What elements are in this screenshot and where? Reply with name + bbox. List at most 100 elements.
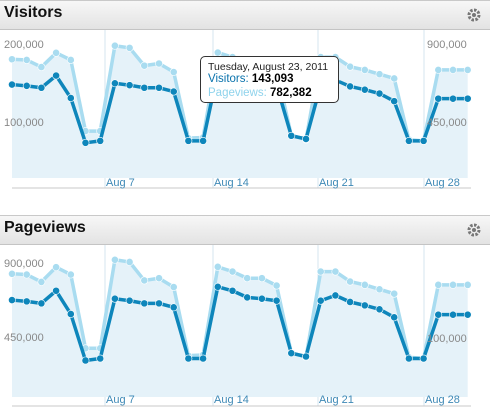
visitors-point bbox=[22, 297, 31, 306]
pageviews-point bbox=[111, 41, 119, 50]
pageviews-point bbox=[169, 283, 178, 291]
pageviews-point bbox=[449, 280, 457, 289]
gear-icon[interactable] bbox=[464, 5, 484, 25]
pageviews-chart[interactable]: 900,000 450,000 100,000 Aug 7 Aug 14 Aug 21 Au… bbox=[0, 245, 490, 407]
pageviews-point bbox=[169, 68, 178, 76]
visitors-point bbox=[199, 136, 207, 145]
visitors-point bbox=[419, 136, 428, 145]
pageviews-point bbox=[155, 274, 163, 283]
visitors-point bbox=[449, 310, 457, 319]
visitors-point bbox=[184, 136, 193, 145]
pageviews-point bbox=[463, 280, 472, 289]
visitors-point bbox=[316, 296, 325, 305]
tooltip-pageviews-value: 782,382 bbox=[270, 87, 312, 99]
y-left-tick-label: 100,000 bbox=[4, 117, 44, 129]
pageviews-point bbox=[8, 55, 16, 64]
tooltip-visitors-row: Visitors: 143,093 bbox=[208, 73, 293, 85]
visitors-point bbox=[257, 294, 266, 303]
visitors-point bbox=[228, 286, 237, 295]
y-left-tick-label: 900,000 bbox=[4, 258, 44, 270]
pageviews-point bbox=[346, 277, 354, 286]
pageviews-point bbox=[52, 263, 60, 272]
visitors-point bbox=[66, 310, 75, 318]
pageviews-point bbox=[8, 269, 16, 278]
x-tick-label: Aug 14 bbox=[214, 177, 249, 189]
pageviews-point bbox=[375, 285, 384, 294]
visitors-point bbox=[37, 83, 46, 92]
visitors-point bbox=[449, 94, 457, 103]
visitors-point bbox=[125, 296, 134, 305]
visitors-point bbox=[287, 131, 296, 140]
visitors-point bbox=[404, 354, 413, 363]
visitors-point bbox=[96, 136, 105, 145]
tooltip-date: Tuesday, August 23, 2011 bbox=[208, 61, 329, 73]
visitors-point bbox=[155, 83, 163, 92]
visitors-point bbox=[434, 310, 443, 319]
visitors-point bbox=[419, 354, 428, 363]
visitors-point bbox=[184, 354, 193, 363]
visitors-point bbox=[302, 352, 310, 361]
pageviews-panel-header: Pageviews bbox=[0, 215, 490, 245]
visitors-point bbox=[375, 89, 384, 98]
pageviews-point bbox=[37, 63, 46, 71]
gear-icon[interactable] bbox=[464, 220, 484, 240]
series-area bbox=[12, 45, 468, 178]
pageviews-point bbox=[316, 267, 325, 276]
visitors-point bbox=[404, 136, 413, 145]
pageviews-point bbox=[52, 48, 60, 57]
pageviews-point bbox=[449, 66, 457, 74]
x-tick-label: Aug 7 bbox=[106, 177, 135, 189]
pageviews-point bbox=[37, 278, 46, 286]
visitors-point bbox=[346, 298, 354, 306]
pageviews-point bbox=[66, 56, 75, 64]
visitors-point bbox=[8, 80, 16, 89]
tooltip-pageviews-label: Pageviews: bbox=[208, 87, 267, 99]
visitors-point bbox=[375, 305, 384, 314]
pageviews-point bbox=[434, 66, 443, 74]
pageviews-point bbox=[140, 276, 149, 285]
series-area bbox=[12, 259, 468, 397]
pageviews-point bbox=[360, 280, 369, 289]
x-tick-label: Aug 7 bbox=[106, 394, 135, 406]
visitors-chart[interactable]: 200,000 100,000 900,000 450,000 Aug 7 Aug 14 A… bbox=[0, 30, 490, 195]
x-tick-label: Aug 28 bbox=[425, 177, 460, 189]
panel-title: Visitors bbox=[4, 4, 63, 21]
visitors-point bbox=[199, 354, 207, 363]
x-tick-label: Aug 28 bbox=[425, 394, 460, 406]
visitors-point bbox=[140, 299, 149, 308]
tooltip-visitors-value: 143,093 bbox=[251, 73, 294, 85]
panel-title: Pageviews bbox=[4, 219, 86, 236]
x-tick-label: Aug 21 bbox=[319, 394, 354, 406]
visitors-point bbox=[52, 71, 60, 80]
visitors-point bbox=[434, 94, 443, 103]
pageviews-point bbox=[66, 270, 75, 279]
visitors-point bbox=[96, 354, 105, 363]
visitors-point bbox=[111, 79, 119, 88]
y-right-tick-label: 900,000 bbox=[427, 39, 467, 51]
visitors-point bbox=[331, 291, 340, 300]
pageviews-point bbox=[331, 267, 340, 276]
visitors-point bbox=[360, 85, 369, 94]
pageviews-point bbox=[243, 274, 252, 283]
y-left-tick-label: 200,000 bbox=[4, 39, 44, 51]
visitors-point bbox=[302, 135, 310, 143]
pageviews-point bbox=[390, 74, 399, 83]
pageviews-point bbox=[375, 70, 384, 79]
chart-tooltip: Tuesday, August 23, 2011 Visitors: 143,0… bbox=[200, 56, 339, 103]
visitors-point bbox=[243, 293, 252, 302]
visitors-point bbox=[81, 138, 90, 147]
visitors-point bbox=[272, 296, 281, 305]
pageviews-point bbox=[346, 62, 354, 71]
visitors-point bbox=[37, 299, 46, 308]
visitors-point bbox=[125, 81, 134, 90]
pageviews-point bbox=[228, 267, 237, 276]
visitors-point bbox=[346, 82, 354, 91]
visitors-point bbox=[140, 83, 149, 92]
visitors-point bbox=[8, 296, 16, 304]
visitors-point bbox=[390, 313, 399, 322]
y-left-tick-label: 450,000 bbox=[4, 332, 44, 344]
visitors-point bbox=[360, 301, 369, 310]
visitors-point bbox=[463, 94, 472, 103]
pageviews-point bbox=[463, 66, 472, 74]
visitors-point bbox=[213, 282, 222, 291]
